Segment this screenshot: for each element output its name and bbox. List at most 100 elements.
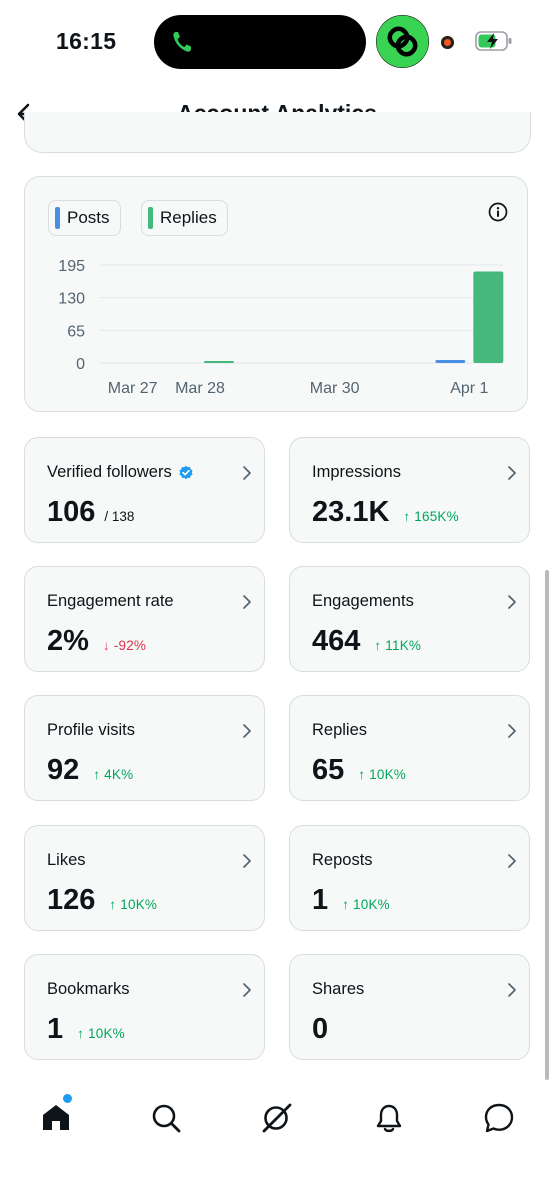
metric-change: ↑ 10K% <box>342 897 390 912</box>
grok-icon <box>262 1103 292 1133</box>
metric-value: 0 <box>312 1013 329 1045</box>
metric-label-text: Bookmarks <box>47 980 130 998</box>
metric-label-text: Reposts <box>312 851 373 869</box>
metric-label: Profile visits <box>47 721 135 740</box>
metric-card-engagement-rate[interactable]: Engagement rate 2% ↓ -92% <box>24 566 265 672</box>
y-tick-label: 0 <box>76 356 85 373</box>
y-tick-label: 65 <box>67 323 85 340</box>
y-tick-label: 130 <box>58 291 85 308</box>
metric-value-row: 65 ↑ 10K% <box>312 754 406 787</box>
metric-label-text: Profile visits <box>47 721 136 739</box>
metric-label-text: Engagement rate <box>47 592 174 610</box>
call-app-icon[interactable] <box>376 15 429 68</box>
nav-search[interactable] <box>146 1098 186 1138</box>
metric-value-row: 23.1K ↑ 165K% <box>312 496 459 529</box>
metric-card-shares[interactable]: Shares 0 <box>289 954 530 1060</box>
metric-value-row: 106 / 138 <box>47 496 134 529</box>
x-tick-label: Mar 28 <box>175 380 225 397</box>
verified-badge-icon <box>179 465 193 479</box>
metric-label: Replies <box>312 721 367 740</box>
chevron-right-icon <box>243 983 251 997</box>
metric-card-bookmarks[interactable]: Bookmarks 1 ↑ 10K% <box>24 954 265 1060</box>
chevron-right-icon <box>508 724 516 738</box>
previous-card <box>24 112 531 153</box>
metric-value-row: 0 <box>312 1013 328 1046</box>
dynamic-island[interactable] <box>154 15 366 69</box>
metric-card-impressions[interactable]: Impressions 23.1K ↑ 165K% <box>289 437 530 543</box>
metric-card-replies[interactable]: Replies 65 ↑ 10K% <box>289 695 530 801</box>
legend-replies-chip[interactable]: Replies <box>141 200 228 236</box>
metric-total: / 138 <box>104 509 135 524</box>
info-icon[interactable] <box>487 201 509 223</box>
replies-swatch <box>148 207 153 229</box>
metric-label-text: Shares <box>312 980 365 998</box>
metric-label-text: Likes <box>47 851 86 869</box>
chevron-right-icon <box>508 466 516 480</box>
metric-label: Bookmarks <box>47 980 130 999</box>
legend-posts-chip[interactable]: Posts <box>48 200 121 236</box>
status-time: 16:15 <box>56 28 117 54</box>
metric-card-likes[interactable]: Likes 126 ↑ 10K% <box>24 825 265 931</box>
metric-change: ↑ 10K% <box>77 1026 125 1041</box>
metric-value: 1 <box>47 1013 64 1045</box>
metric-value-row: 1 ↑ 10K% <box>312 884 390 917</box>
search-icon <box>152 1104 181 1133</box>
metric-value: 464 <box>312 625 361 657</box>
metric-value: 1 <box>312 884 329 916</box>
x-tick-label: Mar 30 <box>310 380 360 397</box>
metric-value-row: 2% ↓ -92% <box>47 625 146 658</box>
home-icon <box>43 1105 69 1130</box>
metric-value: 126 <box>47 884 96 916</box>
bell-icon <box>376 1104 402 1133</box>
chevron-right-icon <box>243 854 251 868</box>
nav-notifications[interactable] <box>369 1098 409 1138</box>
nav-messages[interactable] <box>479 1098 519 1138</box>
metric-value: 106 <box>47 496 96 528</box>
nav-home[interactable] <box>36 1098 76 1138</box>
bar-posts-apr-1 <box>435 359 466 363</box>
phone-call-icon <box>173 32 191 52</box>
nav-grok[interactable] <box>257 1098 297 1138</box>
messages-icon <box>484 1103 514 1133</box>
scrollbar[interactable] <box>545 570 549 1080</box>
metric-card-verified-followers[interactable]: Verified followers 106 / 138 <box>24 437 265 543</box>
metric-value: 2% <box>47 625 89 657</box>
metric-value: 92 <box>47 754 80 786</box>
chevron-right-icon <box>508 854 516 868</box>
metric-change: ↑ 11K% <box>374 638 422 653</box>
legend-posts-label: Posts <box>67 208 110 227</box>
chevron-right-icon <box>508 595 516 609</box>
battery-charging-icon <box>475 31 512 51</box>
metric-label: Likes <box>47 851 86 870</box>
metric-card-reposts[interactable]: Reposts 1 ↑ 10K% <box>289 825 530 931</box>
chevron-right-icon <box>243 724 251 738</box>
y-tick-label: 195 <box>58 258 85 275</box>
metric-label-text: Impressions <box>312 463 401 481</box>
bar-replies-apr-1 <box>473 271 504 363</box>
metric-change: ↑ 4K% <box>93 767 134 782</box>
metric-value-row: 92 ↑ 4K% <box>47 754 133 787</box>
metric-value-row: 1 ↑ 10K% <box>47 1013 125 1046</box>
recording-indicator <box>441 36 454 49</box>
metric-value-row: 464 ↑ 11K% <box>312 625 421 658</box>
metric-label-text: Replies <box>312 721 368 739</box>
metric-value-row: 126 ↑ 10K% <box>47 884 157 917</box>
metric-label: Reposts <box>312 851 373 870</box>
bar-replies-mar-28 <box>204 361 234 363</box>
metric-label-text: Engagements <box>312 592 414 610</box>
legend-replies-label: Replies <box>160 208 217 227</box>
metric-change: ↑ 165K% <box>403 509 459 524</box>
metric-change: ↑ 10K% <box>358 767 406 782</box>
metric-label: Engagements <box>312 592 414 611</box>
chevron-right-icon <box>243 466 251 480</box>
metric-card-profile-visits[interactable]: Profile visits 92 ↑ 4K% <box>24 695 265 801</box>
metric-change: ↓ -92% <box>102 638 147 653</box>
status-bar: 16:15 <box>0 0 554 84</box>
metric-change: ↑ 10K% <box>109 897 158 912</box>
metric-label: Shares <box>312 980 364 999</box>
chevron-right-icon <box>243 595 251 609</box>
metric-label-text: Verified followers <box>47 463 172 481</box>
x-tick-label: Apr 1 <box>450 380 488 397</box>
metric-card-engagements[interactable]: Engagements 464 ↑ 11K% <box>289 566 530 672</box>
bar-chart: 0 65 130 195 Mar 27 Mar 28 Mar 30 Apr 1 <box>58 258 504 397</box>
